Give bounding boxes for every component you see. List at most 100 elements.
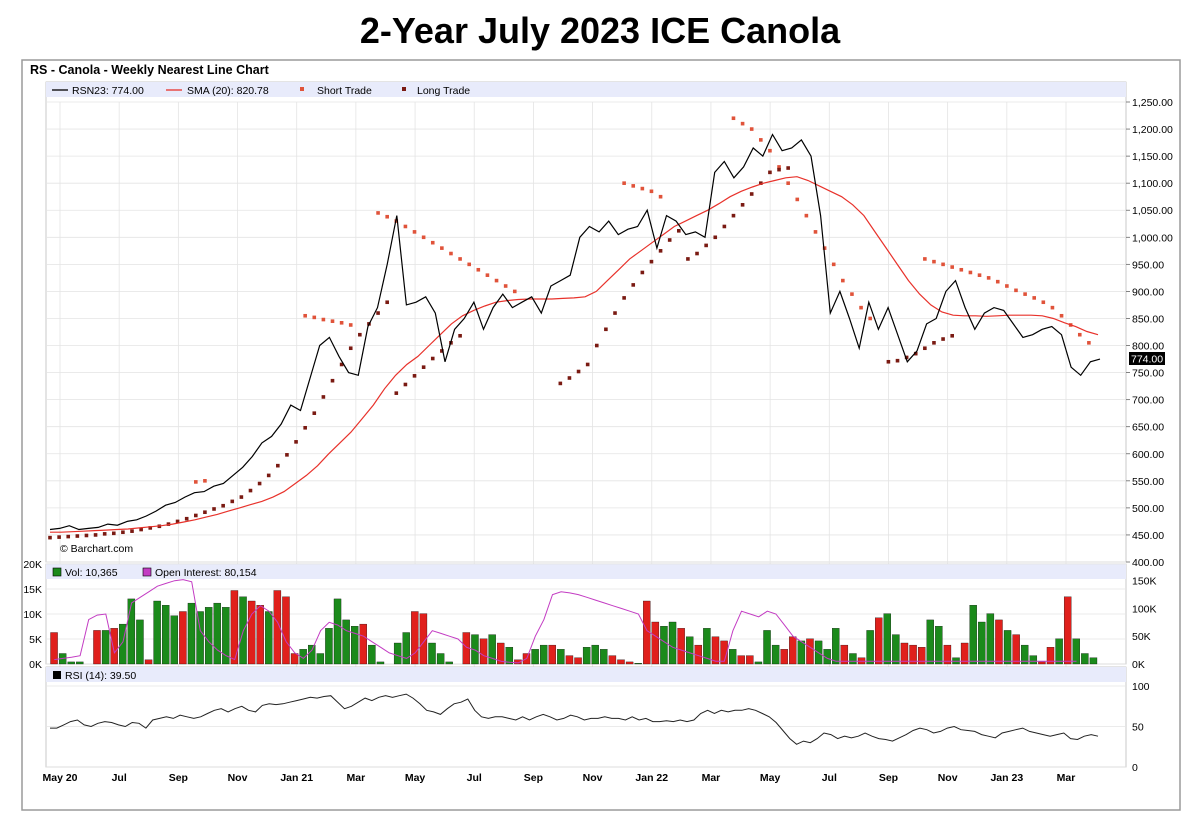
volume-legend-vol: Vol: 10,365: [65, 567, 118, 579]
price-legend-price: RSN23: 774.00: [72, 85, 144, 97]
long-trade-dot: [75, 534, 80, 538]
volume-right-tick-label: 150K: [1132, 576, 1157, 588]
long-trade-dot: [285, 453, 289, 457]
volume-bar: [995, 619, 1003, 665]
short-trade-dot: [968, 270, 973, 275]
volume-bar: [153, 600, 161, 665]
long-trade-dot: [403, 382, 408, 387]
volume-legend-oi: Open Interest: 80,154: [155, 567, 257, 579]
short-trade-dot: [813, 230, 818, 234]
long-trade-dot: [440, 349, 444, 353]
long-trade-dot: [385, 300, 389, 305]
price-y-axis: 1,250.00 1,200.00 1,150.00 1,100.00 1,050.00…: [1126, 97, 1173, 569]
volume-bar: [600, 649, 608, 665]
volume-bar: [917, 647, 926, 665]
volume-bar: [883, 613, 891, 665]
x-tick-label: Sep: [524, 772, 543, 784]
volume-bar: [1063, 596, 1072, 665]
volume-bar: [351, 626, 359, 665]
volume-bar: [282, 596, 290, 665]
x-axis: May 20 Jul Sep Nov Jan 21 Mar May Jul Sep Nov Jan …: [42, 772, 1075, 784]
x-tick-label: Mar: [1057, 772, 1076, 784]
long-trade-dot: [777, 167, 781, 172]
long-trade-dot: [567, 376, 572, 380]
volume-bar: [213, 602, 221, 665]
volume-bar: [1003, 630, 1012, 665]
volume-bar: [428, 642, 436, 665]
volume-bar: [660, 626, 668, 665]
volume-bar: [299, 649, 307, 665]
short-trade-dot: [932, 259, 936, 264]
x-tick-label: Jan 21: [280, 772, 313, 784]
long-trade-dot: [312, 411, 317, 415]
volume-bar: [67, 661, 75, 665]
volume-bar: [514, 659, 522, 665]
volume-bar: [582, 647, 591, 665]
short-trade-dot: [421, 235, 426, 240]
price-legend-bar: [46, 82, 1126, 97]
long-trade-dot: [585, 362, 590, 367]
volume-bar: [187, 602, 196, 665]
volume-bar: [574, 657, 582, 665]
short-trade-dot: [1059, 313, 1064, 318]
long-trade-dot: [230, 499, 235, 504]
short-trade-dot: [458, 257, 462, 261]
volume-bar: [926, 619, 934, 665]
short-trade-dot: [850, 292, 854, 296]
long-trade-dot: [394, 391, 399, 395]
short-trade-dot: [841, 278, 845, 283]
volume-bar: [763, 630, 771, 665]
volume-bar: [943, 644, 952, 665]
price-y-tick-label: 950.00: [1132, 259, 1164, 271]
volume-bar: [93, 630, 101, 665]
short-trade-dot: [759, 138, 763, 142]
price-y-tick-label: 600.00: [1132, 449, 1164, 461]
volume-bar: [101, 630, 110, 665]
last-price-label: 774.00: [1131, 354, 1163, 366]
short-trade-dot: [476, 267, 481, 272]
rsi-grid: [46, 685, 1126, 768]
long-trade-dot: [111, 531, 116, 536]
long-trade-dot: [139, 527, 143, 532]
short-trade-dot: [831, 262, 836, 267]
long-trade-dot: [248, 488, 253, 493]
long-trade-dot: [677, 229, 681, 233]
price-legend-swatch-short: [300, 87, 304, 91]
price-legend-sma: SMA (20): 820.78: [187, 85, 269, 97]
long-trade-dot: [649, 259, 654, 264]
short-trade-dot: [959, 267, 964, 272]
long-trade-dot: [786, 166, 790, 170]
short-trade-dot: [995, 279, 1000, 284]
rsi-series-line: [50, 693, 1099, 745]
long-trade-dot: [203, 510, 207, 515]
short-trade-dot: [449, 251, 453, 256]
rsi-tick-label: 100: [1132, 681, 1150, 693]
volume-bar: [1021, 644, 1029, 665]
short-trade-dot: [385, 214, 389, 219]
price-series-line: [49, 133, 1101, 531]
volume-bar: [119, 623, 127, 665]
long-trade-dot: [339, 362, 344, 367]
x-tick-label: May: [405, 772, 426, 784]
price-y-tick-label: 800.00: [1132, 341, 1164, 353]
short-trade-dot: [1023, 292, 1027, 296]
long-trade-dot: [713, 235, 718, 240]
long-trade-dot: [631, 283, 636, 287]
short-trade-dot: [740, 121, 745, 126]
long-trade-dot: [330, 378, 335, 383]
short-trade-dot: [649, 189, 654, 194]
volume-bar: [711, 636, 720, 665]
sma-series-line: [50, 176, 1099, 533]
volume-bar: [179, 611, 187, 665]
short-trade-dot: [348, 323, 353, 327]
volume-bar: [1038, 661, 1046, 665]
volume-bar: [393, 642, 402, 665]
volume-bar: [436, 653, 445, 665]
price-y-tick-label: 650.00: [1132, 422, 1164, 434]
volume-bar: [76, 661, 84, 665]
volume-bar: [986, 613, 995, 665]
volume-bar: [402, 632, 410, 665]
volume-bar: [127, 598, 136, 665]
short-trade-dot: [923, 257, 927, 261]
